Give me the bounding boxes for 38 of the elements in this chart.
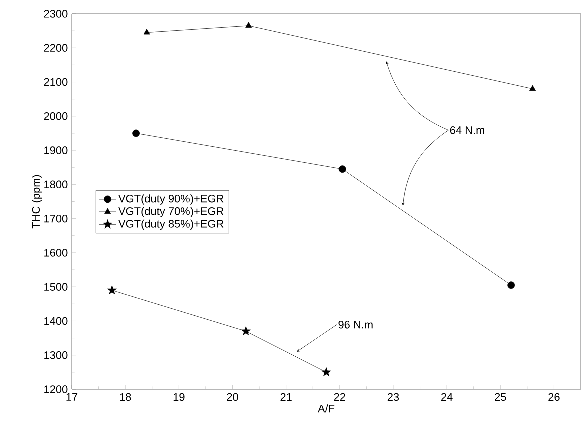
x-tick-label: 23 <box>388 393 400 402</box>
legend-label: VGT(duty 70%)+EGR <box>118 207 224 218</box>
y-tick-label: 2300 <box>44 10 68 18</box>
annotation: 96 N.m <box>338 321 373 329</box>
x-tick-label: 17 <box>66 393 78 401</box>
y-tick-label: 2200 <box>44 44 68 52</box>
x-tick-label: 22 <box>334 393 346 402</box>
x-tick-label: 20 <box>227 393 238 402</box>
y-tick-label: 1400 <box>44 317 68 326</box>
point <box>246 22 252 28</box>
y-tick-label: 1800 <box>44 180 68 189</box>
x-tick-label: 18 <box>120 393 132 402</box>
x-tick-label: 21 <box>280 393 292 402</box>
legend-label: VGT(duty 85%)+EGR <box>118 220 224 230</box>
y-tick-label: 1500 <box>44 283 68 291</box>
point <box>322 367 332 377</box>
x-tick-label: 24 <box>442 393 453 402</box>
x-tick-label: 19 <box>174 393 185 402</box>
y-tick-label: 1700 <box>44 214 68 223</box>
point <box>132 130 140 138</box>
point <box>241 326 252 336</box>
legend-label: VGT(duty 90%)+EGR <box>118 194 224 205</box>
point <box>144 29 150 35</box>
y-tick-label: 1300 <box>44 351 68 360</box>
point <box>508 282 516 290</box>
x-axis-title: A/F <box>318 404 335 413</box>
y-tick-label: 1600 <box>44 249 68 257</box>
y-tick-label: 1900 <box>44 146 68 154</box>
x-tick-label: 25 <box>495 393 506 402</box>
point <box>338 166 346 174</box>
x-tick-label: 26 <box>548 393 560 402</box>
y-axis-title: THC (ppm) <box>32 175 42 229</box>
y-tick-label: 2100 <box>44 78 68 86</box>
y-tick-label: 2000 <box>44 112 68 120</box>
y-tick-label: 1200 <box>44 386 68 394</box>
point <box>530 85 536 92</box>
point <box>107 285 118 295</box>
annotation: 64 N.m <box>450 126 484 134</box>
